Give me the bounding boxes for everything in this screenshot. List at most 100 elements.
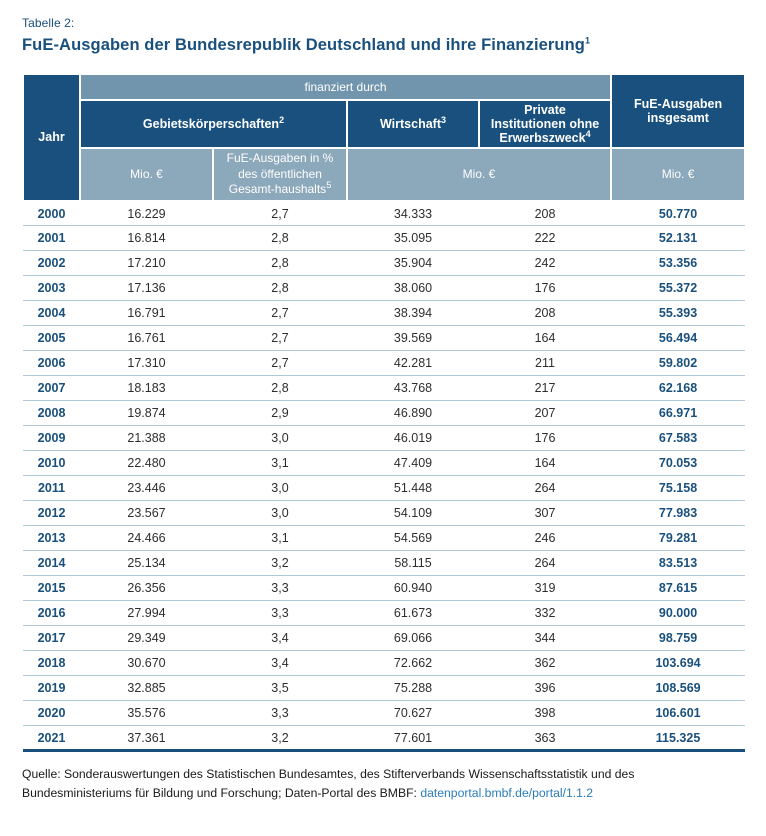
table-row: 2012 23.567 3,0 54.109 307 77.983: [23, 500, 746, 526]
wirtschaft-mio-cell: 39.569: [347, 325, 479, 351]
gebiet-pct-cell: 3,2: [213, 550, 347, 576]
table-header: Jahr finanziert durch FuE-Ausgaben insge…: [22, 73, 747, 202]
total-mio-cell: 67.583: [611, 425, 746, 451]
wirtschaft-mio-cell: 43.768: [347, 375, 479, 401]
table-row: 2015 26.356 3,3 60.940 319 87.615: [23, 575, 746, 601]
wirtschaft-mio-cell: 77.601: [347, 725, 479, 753]
year-cell: 2012: [23, 500, 80, 526]
table-row: 2010 22.480 3,1 47.409 164 70.053: [23, 450, 746, 476]
source-note: Quelle: Sonderauswertungen des Statistis…: [22, 765, 744, 802]
wirtschaft-mio-cell: 58.115: [347, 550, 479, 576]
private-mio-cell: 396: [479, 675, 612, 701]
year-cell: 2005: [23, 325, 80, 351]
unit-header-pct-gesamthaushalt: FuE-Ausgaben in % des öffentlichen Gesam…: [212, 147, 348, 202]
private-mio-cell: 332: [479, 600, 612, 626]
private-mio-cell: 307: [479, 500, 612, 526]
private-mio-cell: 217: [479, 375, 612, 401]
fue-table: Jahr finanziert durch FuE-Ausgaben insge…: [22, 73, 747, 753]
table-row: 2016 27.994 3,3 61.673 332 90.000: [23, 600, 746, 626]
gebiet-mio-cell: 24.466: [80, 525, 213, 551]
wirtschaft-footnote-marker: 3: [441, 114, 447, 125]
source-link[interactable]: datenportal.bmbf.de/portal/1.1.2: [420, 785, 594, 800]
column-header-jahr: Jahr: [22, 73, 81, 202]
table-row: 2002 17.210 2,8 35.904 242 53.356: [23, 250, 746, 276]
total-mio-cell: 70.053: [611, 450, 746, 476]
gebiet-pct-cell: 3,5: [213, 675, 347, 701]
year-cell: 2001: [23, 225, 80, 251]
year-cell: 2020: [23, 700, 80, 726]
total-mio-cell: 98.759: [611, 625, 746, 651]
gebiet-mio-cell: 16.229: [127, 206, 166, 221]
gebiet-pct-cell: 2,9: [213, 400, 347, 426]
year-cell: 2000: [37, 206, 66, 221]
table-row: 2014 25.134 3,2 58.115 264 83.513: [23, 550, 746, 576]
year-cell: 2019: [23, 675, 80, 701]
column-header-finanziert-durch: finanziert durch: [78, 73, 613, 101]
private-mio-cell: 208: [479, 300, 612, 326]
total-mio-cell: 55.372: [611, 275, 746, 301]
gebiet-pct-cell: 3,2: [213, 725, 347, 753]
wirtschaft-mio-cell: 51.448: [347, 475, 479, 501]
total-mio-cell: 50.770: [658, 206, 698, 221]
page: Tabelle 2: FuE-Ausgaben der Bundesrepubl…: [22, 16, 747, 802]
table-row: 2021 37.361 3,2 77.601 363 115.325: [23, 725, 746, 753]
private-mio-cell: 264: [479, 475, 612, 501]
total-mio-cell: 52.131: [611, 225, 746, 251]
table-row: 2019 32.885 3,5 75.288 396 108.569: [23, 675, 746, 701]
gebiet-pct-cell: 2,8: [213, 275, 347, 301]
wirtschaft-mio-cell: 75.288: [347, 675, 479, 701]
gebiet-pct-cell: 2,7: [271, 206, 289, 221]
gebiet-mio-cell: 17.210: [80, 250, 213, 276]
private-mio-cell: 344: [479, 625, 612, 651]
wirtschaft-mio-cell: 46.019: [347, 425, 479, 451]
total-mio-cell: 55.393: [611, 300, 746, 326]
table-row: 2005 16.761 2,7 39.569 164 56.494: [23, 325, 746, 351]
private-mio-cell: 242: [479, 250, 612, 276]
gebiet-pct-cell: 2,8: [213, 250, 347, 276]
table-row: 2000 16.229 2,7 34.333 208 50.770: [23, 201, 745, 226]
page-title: FuE-Ausgaben der Bundesrepublik Deutschl…: [22, 36, 744, 55]
wirtschaft-mio-cell: 72.662: [347, 650, 479, 676]
private-mio-cell: 398: [479, 700, 612, 726]
unit-header-mio-eur-gebiet: Mio. €: [79, 147, 214, 202]
table-body: 2000 16.229 2,7 34.333 208 50.770 2001 16.814 2,…: [23, 201, 746, 753]
year-cell: 2017: [23, 625, 80, 651]
year-cell: 2015: [23, 575, 80, 601]
source-text: Quelle: Sonderauswertungen des Statistis…: [22, 767, 635, 800]
gebiet-mio-cell: 21.388: [80, 425, 213, 451]
wirtschaft-mio-cell: 35.904: [347, 250, 479, 276]
gebiet-mio-cell: 19.874: [80, 400, 213, 426]
gebiet-pct-cell: 3,3: [213, 700, 347, 726]
gebietskoerperschaften-label: Gebietskörperschaften: [142, 117, 280, 131]
column-header-fue-ausgaben-insgesamt: FuE-Ausgaben insgesamt: [610, 73, 747, 149]
table-row: 2007 18.183 2,8 43.768 217 62.168: [23, 375, 746, 401]
unit-header-mio-eur-mitte: Mio. €: [345, 147, 613, 202]
year-cell: 2021: [23, 725, 80, 753]
gebiet-pct-cell: 2,7: [213, 350, 347, 376]
gebiet-mio-cell: 27.994: [80, 600, 213, 626]
gebiet-pct-cell: 2,8: [213, 225, 347, 251]
gebiet-pct-cell: 3,1: [213, 525, 347, 551]
private-mio-cell: 176: [479, 275, 612, 301]
private-mio-cell: 164: [479, 325, 612, 351]
gebiet-mio-cell: 23.446: [80, 475, 213, 501]
table-row: 2001 16.814 2,8 35.095 222 52.131: [23, 225, 746, 251]
gebiet-mio-cell: 22.480: [80, 450, 213, 476]
gebiet-mio-cell: 17.136: [80, 275, 213, 301]
table-row: 2013 24.466 3,1 54.569 246 79.281: [23, 525, 746, 551]
year-cell: 2006: [23, 350, 80, 376]
gebiet-mio-cell: 23.567: [80, 500, 213, 526]
total-mio-cell: 53.356: [611, 250, 746, 276]
wirtschaft-mio-cell: 54.569: [347, 525, 479, 551]
total-mio-cell: 62.168: [611, 375, 746, 401]
private-mio-cell: 246: [479, 525, 612, 551]
gebiet-mio-cell: 25.134: [80, 550, 213, 576]
gebiet-pct-cell: 2,8: [213, 375, 347, 401]
gebiet-pct-cell: 2,7: [213, 300, 347, 326]
title-footnote-marker: 1: [584, 35, 591, 46]
private-mio-cell: 264: [479, 550, 612, 576]
total-mio-cell: 66.971: [611, 400, 746, 426]
gebiet-pct-cell: 3,3: [213, 575, 347, 601]
wirtschaft-mio-cell: 34.333: [393, 206, 433, 221]
table-row: 2020 35.576 3,3 70.627 398 106.601: [23, 700, 746, 726]
